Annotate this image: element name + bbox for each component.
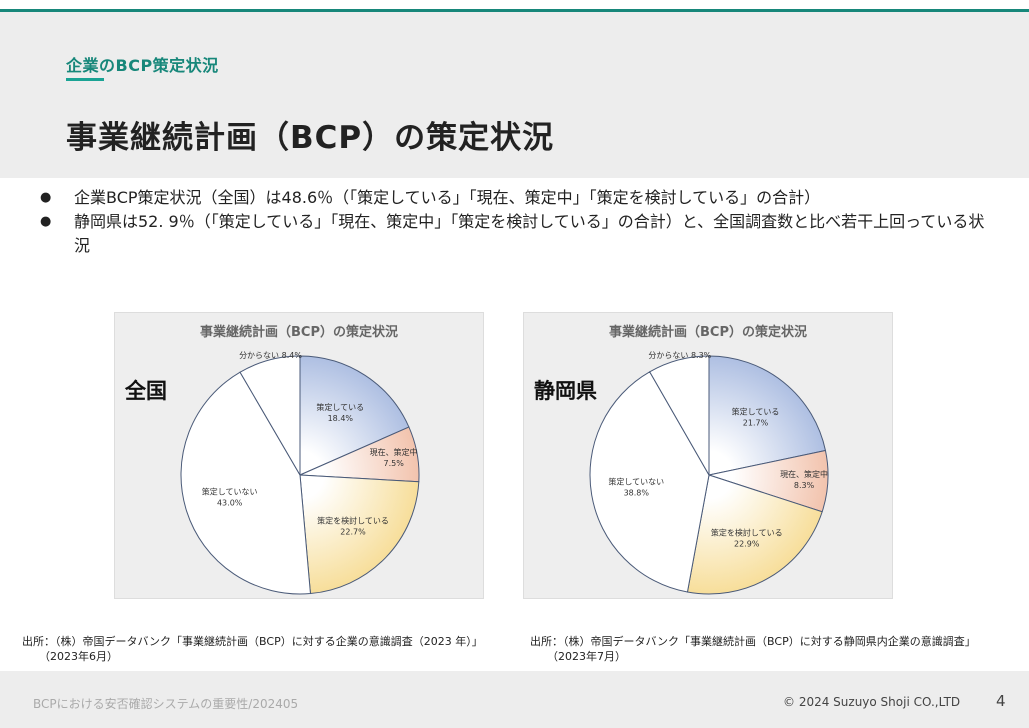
slice-label: 策定していない 43.0% — [202, 486, 258, 507]
pie-slice — [589, 371, 710, 593]
bullet-item: 企業BCP策定状況（全国）は48.6％（「策定している」「現在、策定中」「策定を… — [40, 186, 1000, 210]
page-title: 事業継続計画（BCP）の策定状況 — [66, 120, 555, 156]
slice-label: 策定を検討している 22.9% — [711, 527, 783, 548]
top-accent-rule — [0, 0, 1029, 12]
pie-chart-national: 策定している 18.4% 現在、策定中 7.5% 策定を検討している 22.7% 策定してい… — [180, 351, 420, 595]
source-note-shizuoka: 出所：（株）帝国データバンク「事業継続計画（BCP）に対する静岡県内企業の意識調… — [530, 634, 976, 664]
slice-label: 現在、策定中 8.3% — [780, 469, 828, 490]
slide-footer: BCPにおける安否確認システムの重要性/202405 © 2024 Suzuyo… — [0, 671, 1029, 728]
slice-label: 策定を検討している 22.7% — [317, 515, 389, 536]
chart-panel-national: 策定している 18.4% 現在、策定中 7.5% 策定を検討している 22.7% 策定してい… — [114, 312, 484, 599]
slide-header: 企業のBCP策定状況 事業継続計画（BCP）の策定状況 — [0, 12, 1029, 178]
bullet-item: 静岡県は52. 9％（「策定している」「現在、策定中」「策定を検討している」の合… — [40, 210, 1000, 258]
pie-chart-shizuoka: 策定している 21.7% 現在、策定中 8.3% 策定を検討している 22.9% 策定してい… — [589, 351, 829, 595]
slice-label: 分からない 8.3% — [648, 351, 711, 360]
slice-label: 策定している 21.7% — [732, 407, 780, 428]
source-date: （2023年6月） — [39, 650, 118, 663]
pie-slice — [649, 355, 710, 477]
source-line: 出所：（株）帝国データバンク「事業継続計画（BCP）に対する静岡県内企業の意識調… — [530, 635, 976, 648]
slice-label: 策定している 18.4% — [316, 402, 364, 423]
footer-document-title: BCPにおける安否確認システムの重要性/202405 — [33, 697, 299, 711]
pie-slice — [299, 355, 410, 476]
chart-panel-shizuoka: 策定している 21.7% 現在、策定中 8.3% 策定を検討している 22.9% 策定してい… — [523, 312, 893, 599]
slice-label: 分からない 8.4% — [239, 351, 302, 360]
pie-slice — [299, 474, 420, 595]
eyebrow-underline — [66, 78, 104, 81]
pie-slice — [180, 371, 311, 595]
slice-label: 策定していない 38.8% — [608, 476, 664, 497]
page-number: 4 — [996, 692, 1006, 710]
footer-copyright: © 2024 Suzuyo Shoji CO.,LTD — [783, 695, 961, 709]
pie-slice — [239, 355, 301, 477]
source-note-national: 出所：（株）帝国データバンク「事業継続計画（BCP）に対する企業の意識調査（20… — [22, 634, 483, 664]
pie-slice — [686, 474, 823, 595]
region-label: 全国 — [125, 379, 167, 403]
bullet-list: 企業BCP策定状況（全国）は48.6％（「策定している」「現在、策定中」「策定を… — [40, 186, 1000, 258]
section-eyebrow: 企業のBCP策定状況 — [66, 56, 219, 75]
source-line: 出所：（株）帝国データバンク「事業継続計画（BCP）に対する企業の意識調査（20… — [22, 635, 483, 648]
slice-label: 現在、策定中 7.5% — [370, 447, 418, 468]
pie-slice — [708, 355, 827, 476]
region-label: 静岡県 — [534, 379, 597, 403]
chart-title: 事業継続計画（BCP）の策定状況 — [609, 325, 807, 340]
chart-title: 事業継続計画（BCP）の策定状況 — [200, 325, 398, 340]
source-date: （2023年7月） — [547, 650, 626, 663]
